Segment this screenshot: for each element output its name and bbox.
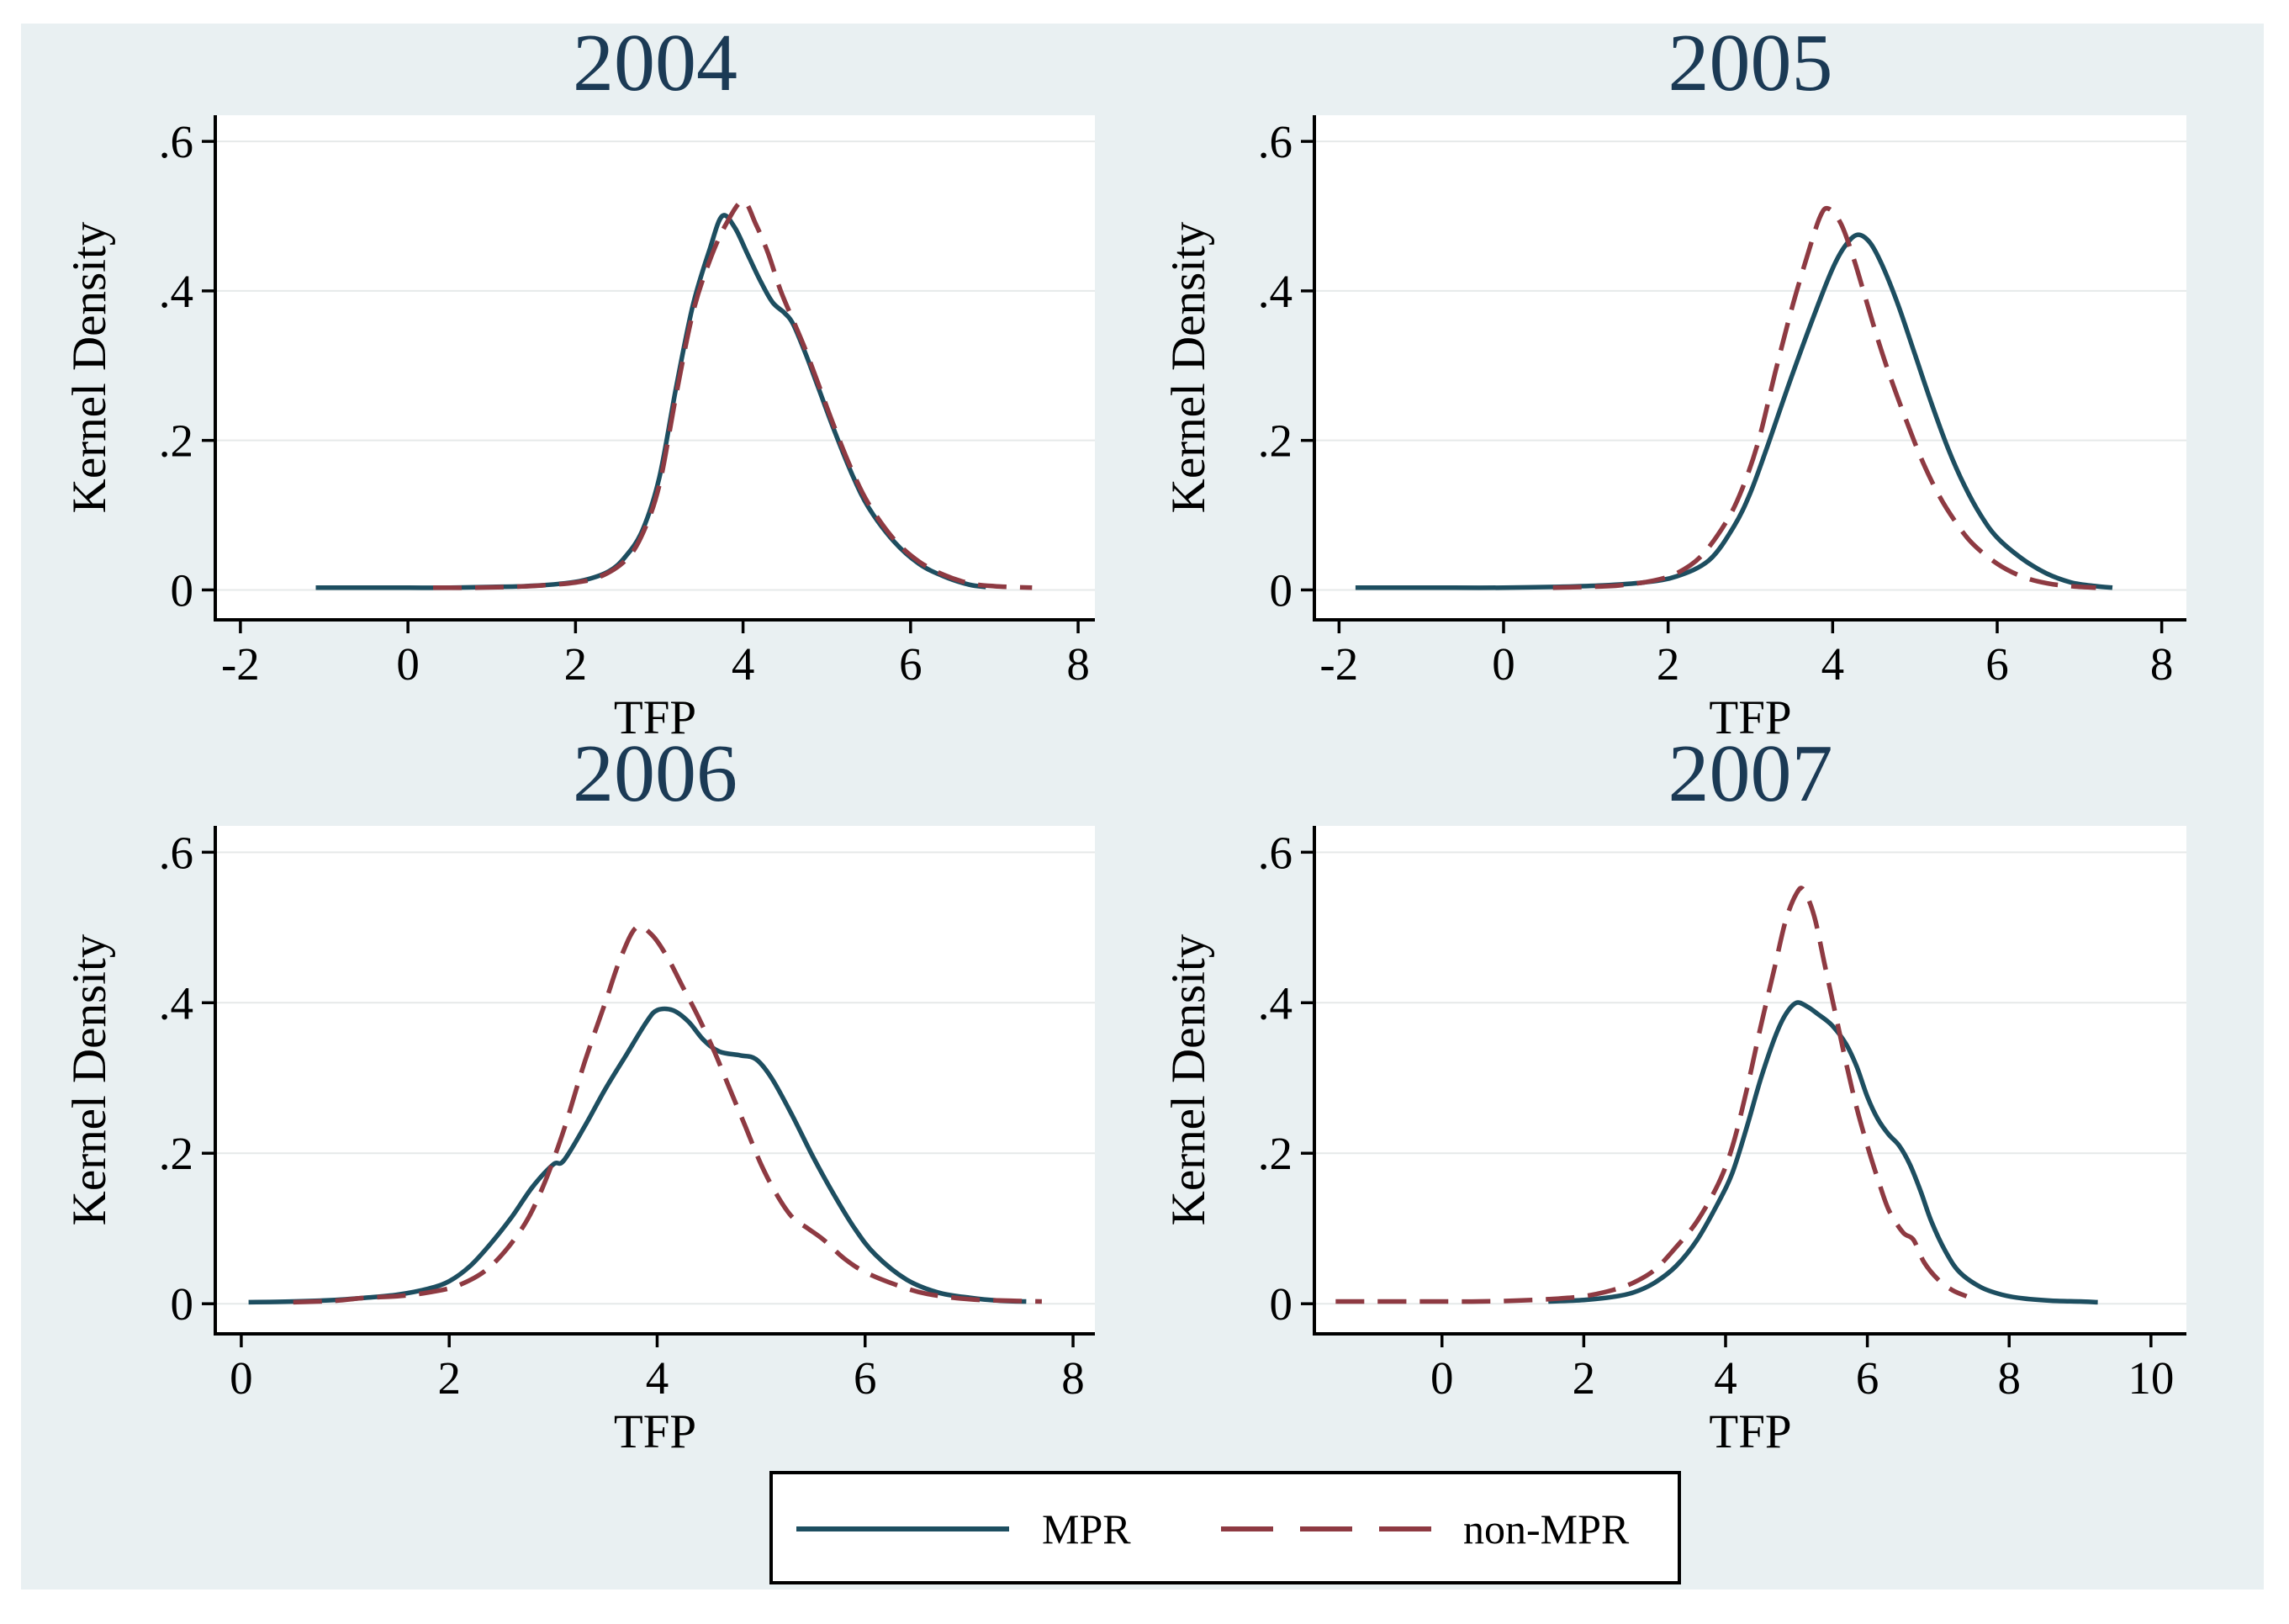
x-tick-label: 2 [1657,638,1680,690]
y-tick-label: 0 [1270,564,1293,616]
plot-area [215,826,1095,1334]
y-tick-label: 0 [171,564,194,616]
y-axis-label: Kernel Density [1162,934,1215,1225]
plot-area [1314,115,2186,620]
y-tick-label: .2 [1258,415,1293,467]
x-axis-label: TFP [1709,691,1791,744]
x-tick-label: 0 [1492,638,1515,690]
legend: MPR non-MPR [769,1471,1681,1584]
y-tick-label: 0 [171,1278,194,1330]
y-tick-label: .2 [159,415,193,467]
y-tick-label: .4 [159,977,193,1029]
x-tick-label: 4 [732,638,755,690]
y-axis-label: Kernel Density [63,934,116,1225]
x-tick-label: 0 [230,1352,253,1404]
legend-mpr-label: MPR [1042,1505,1131,1553]
x-tick-label: 6 [1985,638,2009,690]
y-tick-label: .6 [1258,116,1293,167]
panel-2007: 0 .2 .4 .6 0 2 4 6 8 10 2007 TFP Kernel Density [1162,728,2186,1458]
non-mpr-curve [1552,205,2096,590]
x-tick-label: 6 [854,1352,877,1404]
y-tick-label: .6 [1258,827,1293,878]
non-mpr-curve [432,198,1033,590]
x-tick-label: 10 [2128,1352,2174,1404]
non-mpr-curve [293,923,1042,1305]
y-tick-label: .4 [1258,266,1293,317]
x-tick-label: 2 [1573,1352,1596,1404]
plot-area [215,115,1095,620]
panel-title: 2005 [1668,18,1833,108]
plot-area [1314,826,2186,1334]
mpr-curve [248,1006,1027,1305]
x-tick-label: -2 [1319,638,1358,690]
x-tick-label: 8 [1066,638,1090,690]
legend-non-mpr-label: non-MPR [1463,1505,1630,1553]
x-axis-label: TFP [1709,1405,1791,1458]
x-tick-label: 4 [1821,638,1845,690]
x-axis-label: TFP [614,691,696,744]
y-tick-label: 0 [1270,1278,1293,1330]
y-tick-label: .4 [1258,977,1293,1029]
x-tick-label: -2 [221,638,260,690]
x-tick-label: 6 [1856,1352,1879,1404]
x-tick-label: 4 [646,1352,669,1404]
panel-2004: 0 .2 .4 .6 -2 0 2 4 6 8 2004 TFP Kernel Density [63,18,1095,744]
x-tick-label: 8 [1061,1352,1085,1404]
x-tick-label: 6 [899,638,922,690]
panel-title: 2007 [1668,728,1833,819]
panel-2006: 0 .2 .4 .6 0 2 4 6 8 2006 TFP Kernel Density [63,728,1095,1458]
x-tick-label: 8 [2150,638,2174,690]
panel-title: 2006 [573,728,737,819]
x-tick-label: 0 [396,638,420,690]
x-axis-label: TFP [614,1405,696,1458]
y-tick-label: .2 [159,1128,193,1179]
x-tick-label: 0 [1430,1352,1454,1404]
x-tick-label: 2 [437,1352,461,1404]
x-tick-label: 4 [1714,1352,1737,1404]
y-tick-label: .6 [159,827,193,878]
y-tick-label: .4 [159,266,193,317]
panel-title: 2004 [573,18,737,108]
y-axis-label: Kernel Density [1162,221,1215,513]
non-mpr-curve [1335,886,1968,1304]
y-tick-label: .2 [1258,1128,1293,1179]
x-tick-label: 8 [1997,1352,2021,1404]
y-axis-label: Kernel Density [63,221,116,513]
y-tick-label: .6 [159,116,193,167]
x-tick-label: 2 [564,638,588,690]
panel-2005: 0 .2 .4 .6 -2 0 2 4 6 8 2005 TFP Kernel Density [1162,18,2186,744]
